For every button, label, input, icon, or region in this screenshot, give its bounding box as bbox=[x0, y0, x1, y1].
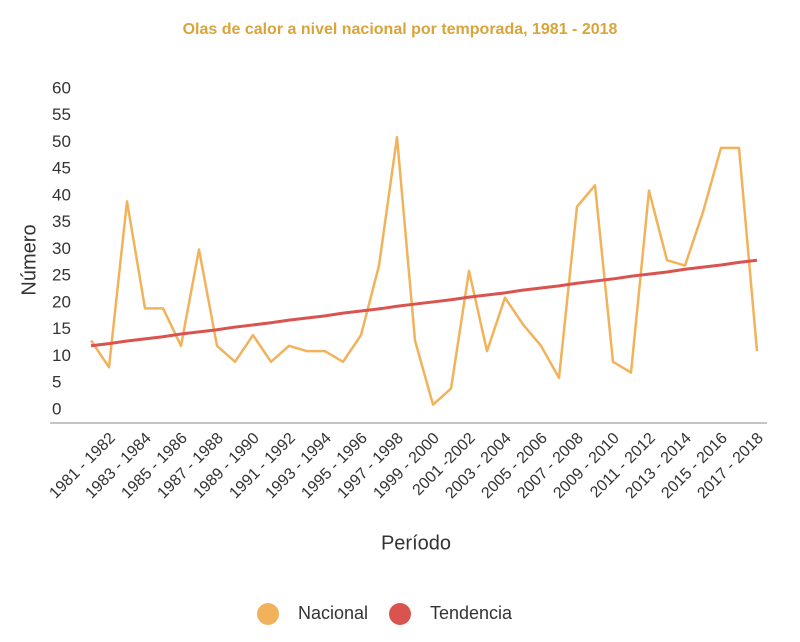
y-tick-label: 30 bbox=[52, 239, 71, 258]
chart-title: Olas de calor a nivel nacional por tempo… bbox=[183, 21, 618, 38]
legend-label: Tendencia bbox=[430, 603, 513, 623]
y-tick-label: 15 bbox=[52, 319, 71, 338]
y-tick-label: 55 bbox=[52, 105, 71, 124]
y-axis-title: Número bbox=[18, 224, 40, 295]
y-tick-label: 5 bbox=[52, 373, 61, 392]
y-tick-label: 25 bbox=[52, 266, 71, 285]
series-line bbox=[90, 258, 758, 348]
y-tick-label: 20 bbox=[52, 292, 71, 311]
y-tick-label: 40 bbox=[52, 185, 71, 204]
legend-marker bbox=[257, 603, 279, 625]
series-line bbox=[89, 135, 759, 406]
y-tick-label: 60 bbox=[52, 78, 71, 97]
y-tick-label: 10 bbox=[52, 346, 71, 365]
x-axis-title: Período bbox=[381, 532, 451, 554]
legend-label: Nacional bbox=[298, 603, 368, 623]
y-tick-label: 35 bbox=[52, 212, 71, 231]
y-tick-label: 0 bbox=[52, 399, 61, 418]
y-tick-label: 50 bbox=[52, 132, 71, 151]
legend-marker bbox=[389, 603, 411, 625]
y-tick-label: 45 bbox=[52, 159, 71, 178]
